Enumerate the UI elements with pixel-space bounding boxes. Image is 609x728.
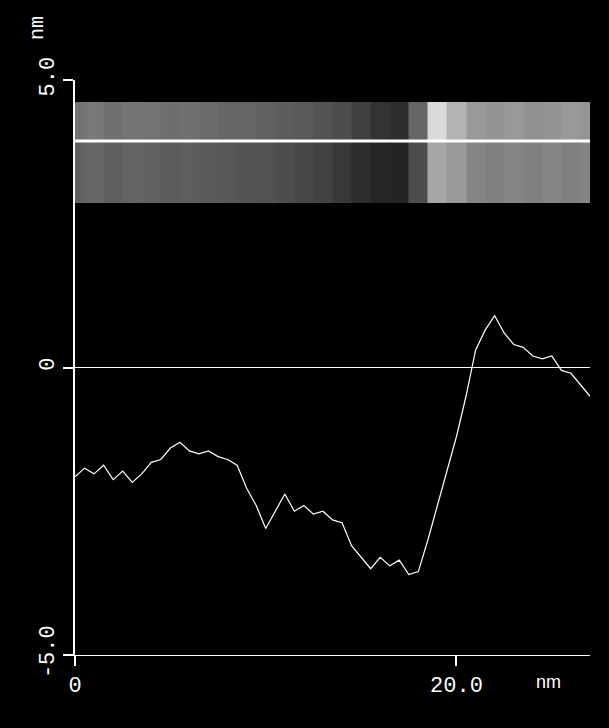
svg-text:5.0: 5.0 [36,57,61,97]
svg-text:20.0: 20.0 [430,674,483,699]
svg-text:nm: nm [26,16,49,40]
svg-text:0: 0 [68,674,81,699]
svg-text:-5.0: -5.0 [36,625,61,678]
svg-text:nm: nm [536,672,561,692]
svg-text:0: 0 [36,358,61,371]
